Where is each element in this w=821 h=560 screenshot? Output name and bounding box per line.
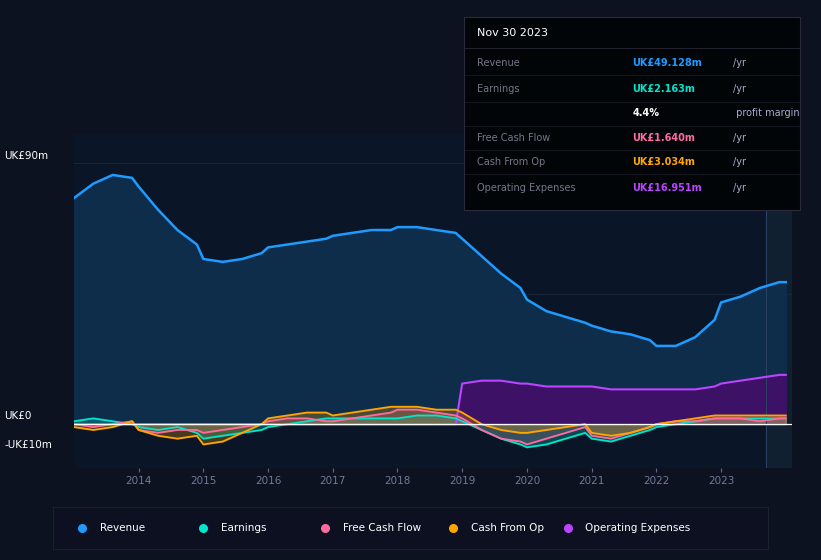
Text: /yr: /yr (733, 133, 746, 143)
Text: Operating Expenses: Operating Expenses (477, 183, 576, 193)
Text: Earnings: Earnings (477, 84, 520, 94)
Text: /yr: /yr (733, 84, 746, 94)
Text: profit margin: profit margin (733, 109, 800, 118)
Text: -UK£10m: -UK£10m (4, 440, 52, 450)
Text: Free Cash Flow: Free Cash Flow (477, 133, 551, 143)
Text: UK£2.163m: UK£2.163m (632, 84, 695, 94)
Text: UK£0: UK£0 (4, 412, 31, 421)
Text: UK£1.640m: UK£1.640m (632, 133, 695, 143)
Text: UK£49.128m: UK£49.128m (632, 58, 702, 68)
Text: UK£3.034m: UK£3.034m (632, 157, 695, 167)
Text: Cash From Op: Cash From Op (477, 157, 546, 167)
Text: Revenue: Revenue (100, 523, 145, 533)
Text: /yr: /yr (733, 183, 746, 193)
Text: Nov 30 2023: Nov 30 2023 (477, 29, 548, 39)
Text: Revenue: Revenue (477, 58, 520, 68)
Text: Cash From Op: Cash From Op (471, 523, 544, 533)
Text: Free Cash Flow: Free Cash Flow (342, 523, 421, 533)
Text: 4.4%: 4.4% (632, 109, 659, 118)
Text: /yr: /yr (733, 58, 746, 68)
Bar (766, 134, 792, 468)
Text: UK£16.951m: UK£16.951m (632, 183, 702, 193)
Text: /yr: /yr (733, 157, 746, 167)
Text: UK£90m: UK£90m (4, 151, 48, 161)
Text: Operating Expenses: Operating Expenses (585, 523, 690, 533)
Text: Earnings: Earnings (221, 523, 267, 533)
